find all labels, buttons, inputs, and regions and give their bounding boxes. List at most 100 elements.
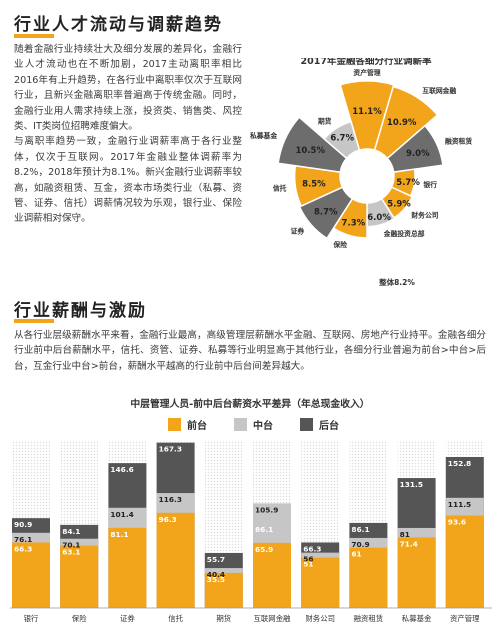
pie-category-label: 互联网金融 (422, 86, 456, 95)
pie-value-label: 7.3% (342, 218, 366, 228)
pie-slice-0 (339, 80, 395, 152)
bar-value-label: 86.1 (255, 525, 273, 534)
bar-value-label: 105.9 (255, 505, 278, 514)
pie-category-label: 金融投资总部 (383, 229, 425, 238)
legend-label-middle: 中台 (253, 420, 273, 432)
bar-value-label: 81.1 (110, 530, 128, 539)
bar-category-label: 银行 (24, 614, 39, 623)
bar-value-label: 61 (351, 550, 361, 559)
pie-category-label: 期货 (318, 117, 332, 126)
pie-value-label: 5.9% (387, 200, 411, 210)
bar-chart-title: 中层管理人员-前中后台薪资水平差异（年总现金收入） (130, 399, 370, 410)
pie-category-label: 资产管理 (353, 68, 380, 77)
legend-label-back: 后台 (319, 420, 339, 432)
bar-category-label: 证券 (120, 614, 135, 623)
pie-value-label: 6.7% (330, 133, 354, 143)
bar-value-label: 66.3 (14, 544, 32, 553)
bar-value-label: 93.6 (448, 518, 466, 527)
pie-value-label: 9.0% (406, 149, 430, 159)
bar-category-label: 财务公司 (305, 614, 335, 623)
legend-item-front: 前台 (168, 416, 207, 432)
bar-value-label: 81 (400, 530, 410, 539)
pie-category-label: 私募基金 (250, 131, 277, 140)
bar-value-label: 70.1 (62, 541, 80, 550)
pie-chart-title: 2017年金融各细分行业调薪率 (301, 58, 432, 67)
pie-overall-label: 整体8.2% (379, 277, 415, 287)
bar-category-label: 保险 (72, 614, 87, 623)
pie-value-label: 8.7% (314, 208, 338, 218)
bar-value-label: 71.4 (400, 539, 418, 548)
bar-前台 (12, 542, 50, 608)
bar-value-label: 70.9 (351, 540, 369, 549)
pie-category-label: 银行 (423, 180, 437, 189)
bar-前台 (301, 557, 340, 608)
legend-swatch-middle (234, 417, 247, 431)
pie-slice-2 (386, 124, 444, 174)
pie-slice-9 (277, 116, 348, 174)
bar-value-label: 101.4 (110, 510, 133, 519)
bar-value-label: 76.1 (14, 535, 32, 544)
bar-value-label: 40.4 (207, 570, 225, 579)
pie-value-label: 10.5% (295, 146, 325, 156)
bar-chart-salary-levels: 90.976.166.3银行84.170.163.1保险146.6101.481… (10, 440, 492, 623)
bar-value-label: 111.5 (448, 500, 471, 509)
pie-slice-1 (373, 85, 439, 160)
bar-value-label: 152.8 (448, 459, 471, 468)
bar-value-label: 131.5 (400, 480, 423, 489)
pie-category-label: 证券 (291, 226, 305, 235)
bar-value-label: 86.1 (351, 525, 369, 534)
pie-value-label: 10.9% (387, 118, 417, 128)
bar-value-label: 55.7 (207, 555, 225, 564)
bar-category-label: 信托 (168, 614, 183, 623)
bar-chart-legend: 前台 中台 后台 (0, 416, 500, 432)
bar-前台 (253, 542, 291, 608)
pie-value-label: 11.1% (352, 107, 382, 117)
bar-前台 (204, 572, 243, 608)
paragraph-salary-adjustment: 与离职率趋势一致，金融行业调薪率高于各行业整体，仅次于互联网。2017年金融业整… (14, 136, 242, 225)
pie-value-label: 6.0% (367, 213, 391, 223)
pie-value-label: 5.7% (396, 178, 420, 188)
pie-category-label: 财务公司 (410, 210, 438, 219)
legend-item-back: 后台 (300, 416, 339, 432)
section-title-underline (14, 34, 54, 38)
bar-value-label: 65.9 (255, 545, 273, 554)
bar-前台 (108, 527, 147, 608)
bar-value-label: 84.1 (62, 527, 80, 536)
legend-swatch-front (168, 417, 181, 431)
bar-value-label: 56 (303, 555, 313, 564)
legend-item-middle: 中台 (234, 416, 273, 432)
bar-value-label: 35.5 (207, 575, 225, 584)
bar-category-label: 融资租赁 (354, 614, 384, 623)
pie-value-label: 8.5% (302, 180, 326, 190)
pie-slice-10 (323, 120, 361, 160)
bar-value-label: 63.1 (62, 548, 80, 557)
bar-value-label: 51 (303, 560, 313, 569)
pie-category-label: 信托 (273, 184, 287, 193)
bar-前台 (349, 547, 388, 608)
bar-前台 (445, 515, 484, 608)
bar-category-label: 资产管理 (450, 614, 480, 623)
pie-category-label: 保险 (332, 240, 347, 249)
bar-前台 (156, 512, 195, 608)
paragraph-compensation: 从各行业层级薪酬水平来看，金融行业最高，高级管理层薪酬水平金融、互联网、房地产行… (14, 330, 486, 372)
pie-slice-7 (298, 186, 354, 240)
bar-category-label: 互联网金融 (254, 614, 292, 623)
section1-text: 随着金融行业持续壮大及细分发展的差异化，金融行业人才流动也在不断加剧，2017主… (14, 42, 242, 227)
section-title-compensation: 行业薪酬与激励 (14, 301, 147, 321)
bar-value-label: 96.3 (159, 515, 177, 524)
bar-value-label: 167.3 (159, 445, 182, 454)
bar-value-label: 146.6 (110, 465, 133, 474)
bar-前台 (397, 537, 436, 608)
bar-前台 (60, 545, 99, 608)
pie-category-label: 融资租赁 (445, 136, 472, 145)
bar-value-label: 66.3 (303, 544, 321, 553)
bar-category-label: 期货 (216, 614, 231, 623)
paragraph-turnover: 随着金融行业持续壮大及细分发展的差异化，金融行业人才流动也在不断加剧，2017主… (14, 44, 242, 133)
pie-chart-salary-increase: 2017年金融各细分行业调薪率 11.1% 资产管理 10.9% 互联网金融 9.0% 融… (250, 58, 472, 287)
legend-label-front: 前台 (187, 420, 207, 432)
bar-category-label: 私募基金 (402, 614, 432, 623)
section-title-talent-flow: 行业人才流动与调薪趋势 (14, 15, 223, 35)
bar-value-label: 90.9 (14, 520, 32, 529)
section-title-underline-2 (14, 319, 54, 323)
legend-swatch-back (300, 417, 313, 431)
